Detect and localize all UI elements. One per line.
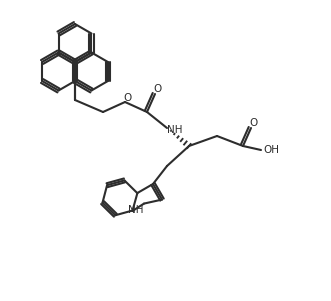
Text: NH: NH	[128, 205, 144, 215]
Text: NH: NH	[167, 125, 183, 135]
Text: O: O	[249, 118, 257, 128]
Text: OH: OH	[263, 145, 279, 155]
Text: O: O	[124, 93, 132, 103]
Text: O: O	[153, 84, 161, 94]
